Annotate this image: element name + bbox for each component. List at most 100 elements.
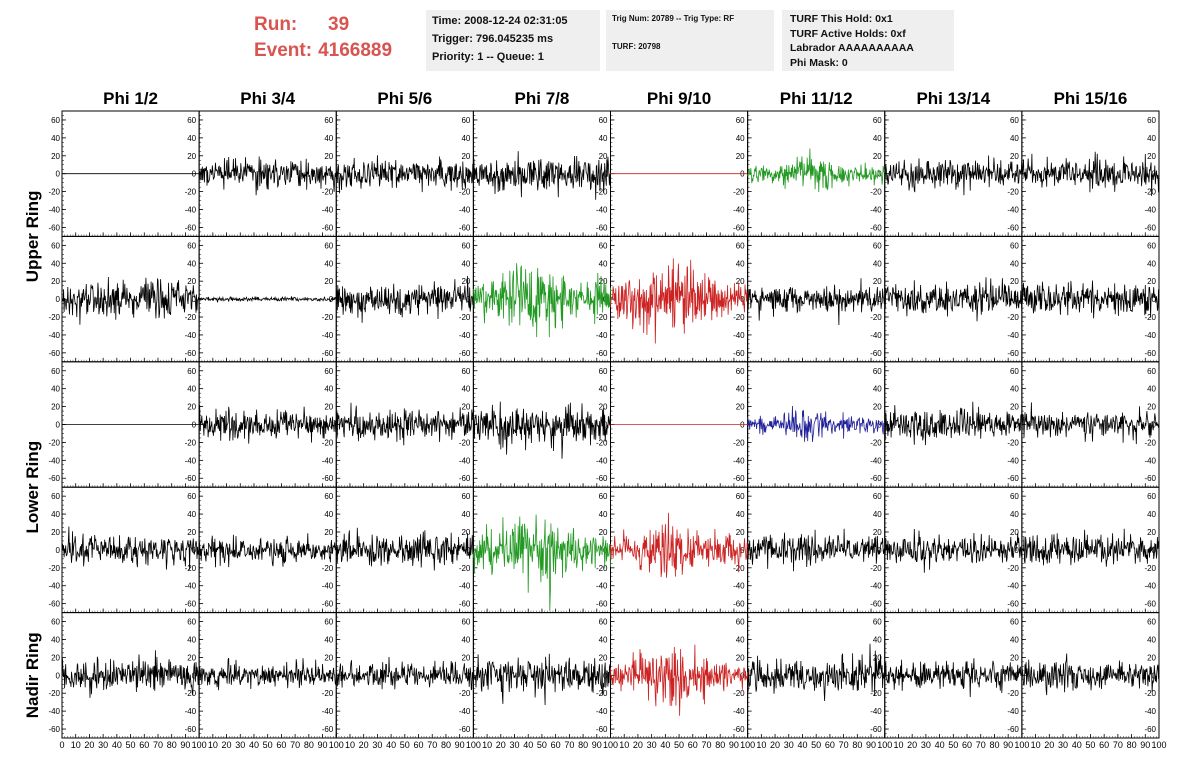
y-tick-label: 0 bbox=[1152, 421, 1157, 430]
turf-info-box: TURF This Hold: 0x1 TURF Active Holds: 0… bbox=[782, 10, 954, 71]
x-tick-label: 10 bbox=[345, 740, 355, 750]
x-tick-label: 40 bbox=[523, 740, 533, 750]
x-tick-label: 60 bbox=[825, 740, 835, 750]
y-tick-label: -40 bbox=[596, 206, 608, 215]
y-tick-label: -40 bbox=[185, 206, 197, 215]
y-tick-label: 40 bbox=[873, 510, 882, 519]
y-tick-label: 20 bbox=[1147, 277, 1156, 286]
y-tick-label: 60 bbox=[873, 618, 882, 627]
y-tick-label: 40 bbox=[599, 510, 608, 519]
waveform-trace bbox=[1021, 653, 1160, 696]
y-tick-label: 40 bbox=[324, 385, 333, 394]
y-tick-label: -60 bbox=[459, 725, 471, 734]
y-tick-label: -20 bbox=[1007, 438, 1019, 447]
y-tick-label: 0 bbox=[740, 421, 745, 430]
y-tick-label: 20 bbox=[51, 653, 60, 662]
y-tick-label: -40 bbox=[459, 206, 471, 215]
y-tick-label: 20 bbox=[1147, 528, 1156, 537]
row-label: Nadir Ring bbox=[23, 632, 42, 718]
x-tick-label: 10 bbox=[482, 740, 492, 750]
y-tick-label: 40 bbox=[1010, 259, 1019, 268]
x-tick-label: 30 bbox=[98, 740, 108, 750]
waveform-trace bbox=[1021, 151, 1160, 197]
x-tick-label: 100 bbox=[192, 740, 207, 750]
y-tick-label: -40 bbox=[322, 707, 334, 716]
waveform-trace bbox=[747, 405, 886, 443]
y-tick-label: 60 bbox=[1147, 618, 1156, 627]
y-tick-label: 20 bbox=[736, 403, 745, 412]
y-tick-label: 20 bbox=[873, 152, 882, 161]
y-tick-label: -60 bbox=[1144, 474, 1156, 483]
y-tick-label: -20 bbox=[459, 438, 471, 447]
run-value: 39 bbox=[328, 14, 350, 35]
y-tick-label: -20 bbox=[870, 564, 882, 573]
y-tick-label: -40 bbox=[733, 206, 745, 215]
x-tick-label: 80 bbox=[441, 740, 451, 750]
x-tick-label: 60 bbox=[962, 740, 972, 750]
y-tick-label: -20 bbox=[596, 313, 608, 322]
x-tick-label: 90 bbox=[729, 740, 739, 750]
y-tick-label: -40 bbox=[870, 331, 882, 340]
y-tick-label: -40 bbox=[185, 456, 197, 465]
x-tick-label: 20 bbox=[633, 740, 643, 750]
x-tick-label: 40 bbox=[249, 740, 259, 750]
y-tick-label: 40 bbox=[324, 259, 333, 268]
waveform-trace bbox=[473, 263, 611, 338]
x-tick-label: 50 bbox=[263, 740, 273, 750]
y-tick-label: 40 bbox=[1147, 134, 1156, 143]
y-tick-label: 60 bbox=[1010, 241, 1019, 250]
y-tick-label: 40 bbox=[736, 385, 745, 394]
y-tick-label: -20 bbox=[185, 438, 197, 447]
y-tick-label: 60 bbox=[324, 116, 333, 125]
y-tick-label: 20 bbox=[187, 653, 196, 662]
x-tick-label: 30 bbox=[235, 740, 245, 750]
x-tick-label: 100 bbox=[329, 740, 344, 750]
turf-this-hold-text: TURF This Hold: 0x1 bbox=[790, 13, 893, 25]
y-tick-label: 20 bbox=[873, 277, 882, 286]
turf-active-holds-text: TURF Active Holds: 0xf bbox=[790, 27, 906, 40]
y-tick-label: 0 bbox=[1014, 421, 1019, 430]
y-tick-label: -60 bbox=[1007, 223, 1019, 232]
x-tick-label: 40 bbox=[1072, 740, 1082, 750]
y-tick-label: -20 bbox=[185, 689, 197, 698]
y-tick-label: 0 bbox=[740, 170, 745, 179]
y-tick-label: -20 bbox=[459, 689, 471, 698]
y-tick-label: -20 bbox=[870, 438, 882, 447]
y-tick-label: 60 bbox=[461, 618, 470, 627]
y-tick-label: -20 bbox=[733, 438, 745, 447]
y-tick-label: -40 bbox=[596, 582, 608, 591]
waveform-trace bbox=[61, 276, 200, 325]
y-tick-label: 40 bbox=[873, 259, 882, 268]
y-tick-label: -40 bbox=[1007, 206, 1019, 215]
y-tick-label: 20 bbox=[1147, 403, 1156, 412]
y-tick-label: -60 bbox=[1144, 349, 1156, 358]
y-tick-label: -20 bbox=[1144, 689, 1156, 698]
y-tick-label: 20 bbox=[187, 528, 196, 537]
y-tick-label: 20 bbox=[461, 403, 470, 412]
column-header: Phi 13/14 bbox=[916, 89, 990, 108]
waveform-trace bbox=[884, 528, 1023, 573]
x-tick-label: 10 bbox=[756, 740, 766, 750]
y-tick-label: -20 bbox=[322, 689, 334, 698]
waveform-trace bbox=[747, 528, 886, 572]
run-row: Run: 39 bbox=[254, 12, 392, 38]
x-tick-label: 10 bbox=[893, 740, 903, 750]
y-tick-label: 40 bbox=[51, 134, 60, 143]
y-tick-label: -40 bbox=[1007, 456, 1019, 465]
run-event-block: Run: 39 Event: 4166889 bbox=[254, 12, 392, 64]
y-tick-label: -40 bbox=[1007, 331, 1019, 340]
y-tick-label: 40 bbox=[873, 385, 882, 394]
y-tick-label: 40 bbox=[187, 635, 196, 644]
waveform-trace bbox=[473, 653, 611, 706]
y-tick-label: -20 bbox=[1007, 313, 1019, 322]
y-tick-label: 20 bbox=[187, 152, 196, 161]
y-tick-label: -40 bbox=[1144, 206, 1156, 215]
waveform-trace bbox=[61, 526, 200, 570]
y-tick-label: -60 bbox=[733, 725, 745, 734]
y-tick-label: -40 bbox=[733, 582, 745, 591]
y-tick-label: 60 bbox=[736, 492, 745, 501]
y-tick-label: 40 bbox=[187, 510, 196, 519]
y-tick-label: -60 bbox=[48, 600, 60, 609]
y-tick-label: -60 bbox=[459, 474, 471, 483]
y-tick-label: -20 bbox=[596, 689, 608, 698]
